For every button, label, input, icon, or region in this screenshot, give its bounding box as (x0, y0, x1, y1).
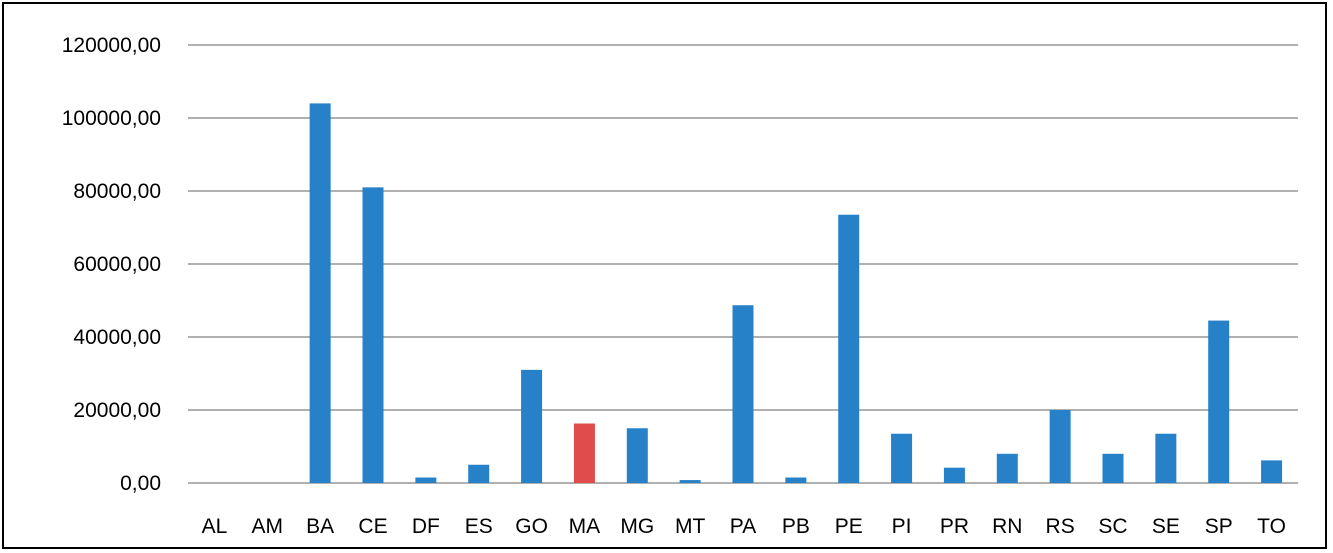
x-tick-label-pa: PA (730, 515, 756, 538)
bar-mg (626, 428, 648, 483)
x-tick-label-pe: PE (835, 515, 863, 538)
bar-pa (732, 305, 754, 483)
x-tick-label-ma: MA (569, 515, 601, 538)
x-tick-label-es: ES (465, 515, 493, 538)
bar-sp (1208, 320, 1230, 483)
bar-pb (785, 477, 807, 483)
x-tick-label-rs: RS (1046, 515, 1075, 538)
bar-pe (838, 214, 860, 483)
bar-es (468, 464, 490, 483)
y-tick-label: 100000,00 (62, 107, 161, 130)
y-tick-label: 60000,00 (73, 253, 161, 276)
y-tick-label: 20000,00 (73, 399, 161, 422)
x-tick-label-to: TO (1257, 515, 1286, 538)
y-tick-label: 0,00 (120, 472, 161, 495)
bar-rn (996, 453, 1018, 483)
x-tick-label-al: AL (202, 515, 228, 538)
y-axis-tick-labels: 0,00 20000,00 40000,00 60000,00 80000,00 1000… (62, 34, 161, 495)
bar-to (1261, 460, 1283, 483)
x-tick-label-am: AM (252, 515, 284, 538)
bar-sc (1102, 453, 1124, 483)
bar-df (415, 477, 437, 483)
bar-go (521, 369, 543, 483)
bar-pr (943, 467, 965, 483)
x-tick-label-pr: PR (940, 515, 969, 538)
x-tick-label-mt: MT (675, 515, 705, 538)
x-tick-label-go: GO (515, 515, 548, 538)
x-tick-label-ce: CE (358, 515, 387, 538)
y-tick-label: 120000,00 (62, 34, 161, 57)
bar-chart: 0,00 20000,00 40000,00 60000,00 80000,00 1000… (62, 34, 1298, 538)
x-tick-label-pi: PI (892, 515, 912, 538)
x-tick-label-rn: RN (992, 515, 1022, 538)
y-tick-label: 80000,00 (73, 180, 161, 203)
bar-pi (891, 433, 913, 483)
x-tick-label-sc: SC (1098, 515, 1127, 538)
x-axis-tick-labels: AL AM BA CE DF ES GO MA MG MT PA PB PE PI PR RN RS SC SE SP… (202, 515, 1286, 538)
bar-se (1155, 433, 1177, 483)
x-tick-label-ba: BA (306, 515, 334, 538)
bars (309, 103, 1283, 484)
x-tick-label-mg: MG (620, 515, 654, 538)
bar-ba (309, 103, 331, 484)
x-tick-label-se: SE (1152, 515, 1180, 538)
bar-ma (573, 423, 595, 483)
bar-rs (1049, 410, 1071, 483)
bar-ce (362, 187, 384, 483)
bar-mt (679, 480, 701, 483)
x-tick-label-pb: PB (782, 515, 810, 538)
y-tick-label: 40000,00 (73, 326, 161, 349)
x-tick-label-sp: SP (1205, 515, 1233, 538)
x-tick-label-df: DF (412, 515, 440, 538)
